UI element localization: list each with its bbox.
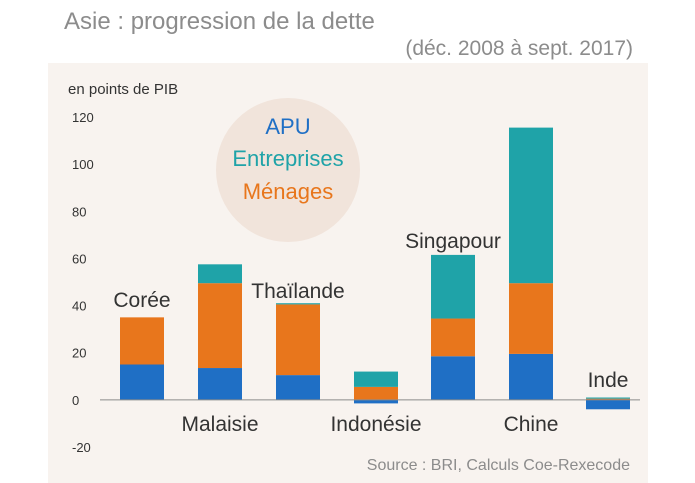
legend-circle — [216, 98, 360, 242]
bar-inde-entreprises — [586, 397, 630, 399]
category-label-malaisie: Malaisie — [181, 413, 258, 436]
legend-entry-entreprises: Entreprises — [232, 146, 343, 171]
category-label-singapour: Singapour — [405, 230, 501, 253]
bar-chine-entreprises — [509, 127, 553, 284]
bar-inde-menages — [586, 398, 630, 400]
legend-entry-apu: APU — [265, 114, 310, 139]
bar-indonesie-apu — [354, 399, 398, 404]
bar-indonesie-entreprises — [354, 371, 398, 387]
category-label-thailande: Thaïlande — [251, 280, 344, 303]
bar-thailande-menages — [276, 304, 320, 376]
category-label-coree: Corée — [113, 289, 170, 312]
y-tick-label: 40 — [72, 299, 86, 314]
category-label-inde: Inde — [588, 369, 629, 392]
y-tick-label: 0 — [72, 393, 79, 408]
chart-title: Asie : progression de la dette — [64, 8, 375, 35]
bars — [120, 127, 630, 410]
bar-singapour-apu — [431, 356, 475, 400]
legend: APU Entreprises Ménages — [232, 114, 343, 204]
category-label-indonesie: Indonésie — [330, 413, 421, 436]
bar-malaisie-menages — [198, 283, 242, 369]
bar-chine-apu — [509, 353, 553, 400]
bar-inde-apu — [586, 399, 630, 410]
bar-indonesie-menages — [354, 386, 398, 400]
y-tick-label: 60 — [72, 251, 86, 266]
y-axis-label: en points de PIB — [68, 81, 178, 98]
y-tick-label: 100 — [72, 157, 94, 172]
y-tick-label: 80 — [72, 204, 86, 219]
category-labels: Corée Malaisie Thaïlande Indonésie Singapour… — [113, 230, 628, 436]
y-tick-label: 120 — [72, 110, 94, 125]
bar-thailande-apu — [276, 375, 320, 400]
bar-coree-apu — [120, 364, 164, 400]
bar-singapour-menages — [431, 318, 475, 357]
bar-singapour-entreprises — [431, 254, 475, 319]
chart-subtitle: (déc. 2008 à sept. 2017) — [405, 37, 633, 60]
y-tick-label: 20 — [72, 346, 86, 361]
category-label-chine: Chine — [504, 413, 559, 436]
bar-malaisie-apu — [198, 368, 242, 400]
bar-coree-menages — [120, 317, 164, 365]
bar-thailande-entreprises — [276, 303, 320, 305]
bar-malaisie-entreprises — [198, 264, 242, 284]
y-axis: -20 0 20 40 60 80 100 120 — [72, 110, 94, 455]
legend-entry-menages: Ménages — [243, 179, 334, 204]
y-tick-label: -20 — [72, 440, 91, 455]
bar-chine-menages — [509, 283, 553, 354]
source-note: Source : BRI, Calculs Coe-Rexecode — [367, 457, 630, 474]
